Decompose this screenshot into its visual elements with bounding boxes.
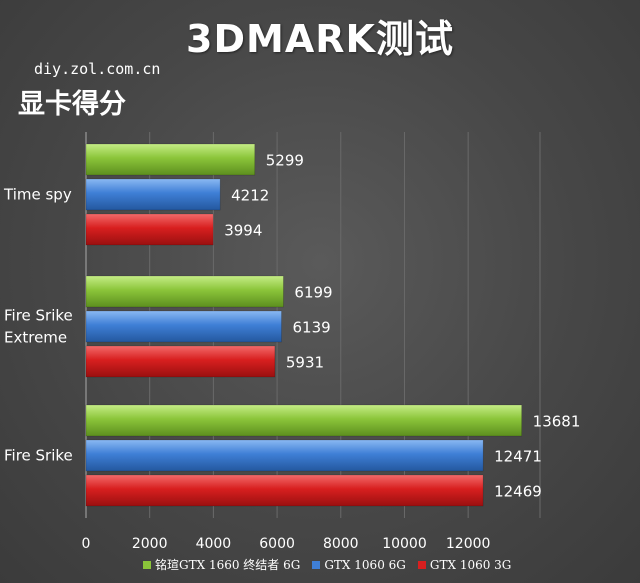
chart-title: 3DMARK测试 — [186, 17, 454, 61]
bar-value-label: 12469 — [494, 483, 542, 501]
legend-swatch-green — [143, 560, 151, 569]
legend-item-series-3: GTX 1060 3G — [417, 557, 512, 572]
bar-value-label: 6139 — [293, 319, 331, 337]
category-label: Fire Srike — [4, 447, 73, 465]
bar-value-label: 5931 — [286, 354, 324, 372]
x-tick-label: 4000 — [196, 536, 232, 552]
x-tick-label: 6000 — [259, 536, 295, 552]
legend-swatch-blue — [312, 560, 321, 569]
bar — [85, 143, 256, 176]
category-label: Time spy — [3, 186, 72, 204]
x-tick-label: 2000 — [132, 536, 168, 552]
legend-item-series-1: 铭瑄GTX 1660 终结者 6G — [143, 556, 300, 573]
bar — [85, 404, 522, 437]
chart-subtitle: 显卡得分 — [18, 89, 126, 120]
bar — [85, 275, 284, 308]
watermark-text: diy.zol.com.cn — [34, 60, 161, 78]
legend-swatch-red — [417, 560, 426, 569]
x-tick-label: 8000 — [323, 536, 359, 552]
legend-label-series-3: GTX 1060 3G — [429, 557, 512, 572]
x-tick-label: 10000 — [382, 536, 427, 552]
category-label: Fire Srike — [4, 307, 73, 325]
bar-value-label: 6199 — [294, 284, 332, 302]
bar — [85, 178, 221, 211]
category-label: Extreme — [4, 329, 67, 347]
bar-value-label: 12471 — [494, 448, 542, 466]
chart-legend: 铭瑄GTX 1660 终结者 6G GTX 1060 6G GTX 1060 3… — [143, 556, 511, 573]
legend-label-series-2: GTX 1060 6G — [324, 557, 406, 572]
x-tick-label: 12000 — [446, 536, 491, 552]
x-tick-label: 0 — [82, 536, 91, 552]
legend-item-series-2: GTX 1060 6G — [312, 558, 406, 572]
bar-value-label: 3994 — [224, 222, 262, 240]
legend-label-series-1: 铭瑄GTX 1660 终结者 6G — [155, 558, 301, 572]
bar — [85, 439, 484, 472]
bar — [85, 474, 484, 507]
bar — [85, 213, 214, 246]
bar — [85, 345, 276, 378]
bar-value-label: 13681 — [533, 413, 581, 431]
bar — [85, 310, 282, 343]
bar-value-label: 5299 — [266, 152, 304, 170]
bar-value-label: 4212 — [231, 187, 269, 205]
